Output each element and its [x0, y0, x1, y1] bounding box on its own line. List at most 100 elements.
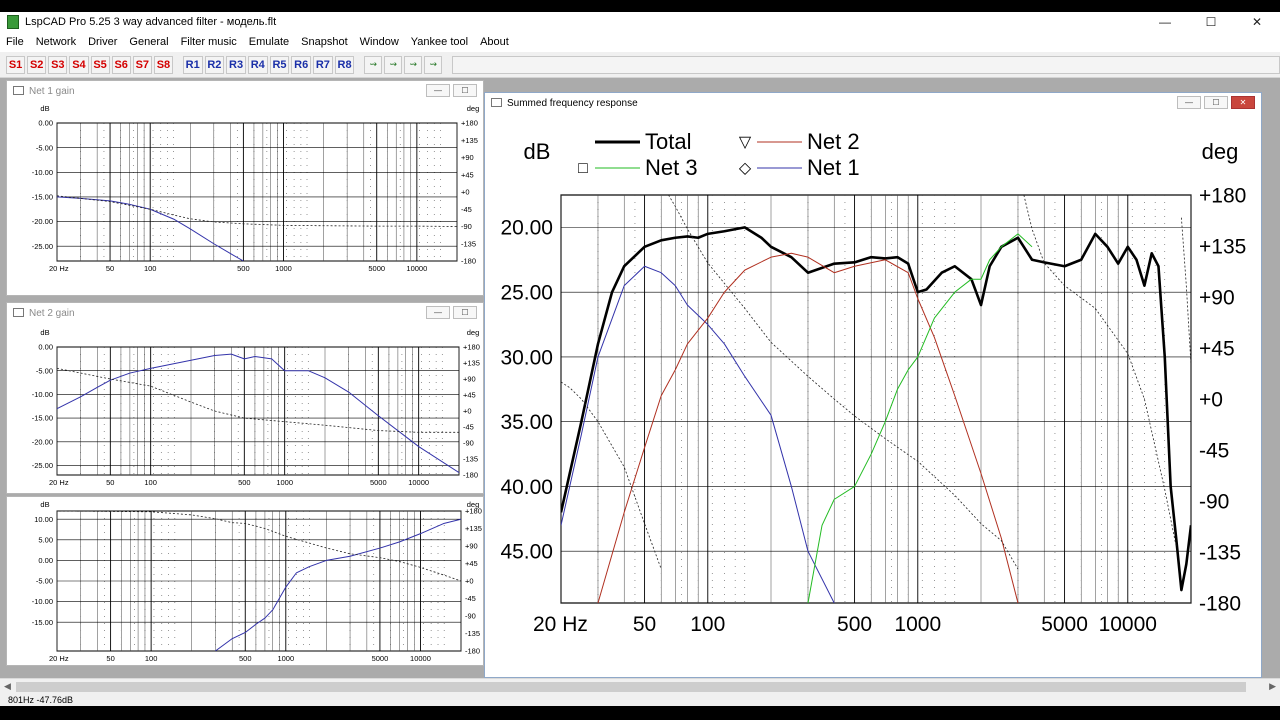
menu-file[interactable]: File [6, 36, 24, 48]
y2-tick-label: -135 [465, 629, 480, 638]
chart-window-icon [13, 308, 24, 317]
y2-axis-label: deg [1202, 139, 1239, 164]
phase-series-line [57, 195, 457, 227]
menu-about[interactable]: About [480, 36, 509, 48]
net-3-series-line [807, 233, 1033, 603]
y2-tick-label: +90 [463, 375, 476, 384]
menu-network[interactable]: Network [35, 36, 77, 48]
menu-driver[interactable]: Driver [88, 36, 118, 48]
y2-tick-label: +90 [1199, 286, 1235, 309]
toolbar: S1 S2 S3 S4 S5 S6 S7 S8 R1 R2 R3 R4 R5 R… [0, 52, 1280, 78]
maximize-button[interactable]: ☐ [1205, 15, 1217, 29]
y2-tick-label: +180 [465, 507, 482, 516]
y-tick-label: 30.00 [500, 346, 553, 369]
taskbar [0, 706, 1280, 720]
y2-tick-label: -90 [463, 439, 474, 448]
x-tick-label: 500 [237, 264, 250, 273]
y-tick-label: 25.00 [500, 281, 553, 304]
recall-r7-button[interactable]: R7 [313, 55, 333, 74]
recall-r2-button[interactable]: R2 [204, 55, 225, 74]
legend-label: Net 1 [807, 155, 860, 180]
recall-r8-button[interactable]: R8 [334, 55, 355, 74]
summed-minimize-button[interactable]: — [1177, 96, 1201, 109]
y-tick-label: 0.00 [38, 556, 53, 565]
y-axis-label: dB [40, 328, 49, 337]
snapshot-s2-button[interactable]: S2 [27, 55, 47, 74]
net1-minimize-button[interactable]: — [426, 84, 450, 97]
x-tick-label: 10000 [406, 264, 427, 273]
app-titlebar: LspCAD Pro 5.25 3 way advanced filter - … [0, 12, 1280, 32]
close-button[interactable]: ✕ [1251, 15, 1263, 29]
x-tick-label: 500 [238, 478, 251, 487]
y2-tick-label: +0 [461, 188, 470, 197]
x-tick-label: 10000 [410, 654, 431, 663]
scroll-thumb[interactable] [16, 682, 1246, 692]
y2-tick-label: -90 [1199, 490, 1229, 513]
y-tick-label: 0.00 [38, 119, 53, 128]
y2-tick-label: +90 [461, 153, 474, 162]
y2-tick-label: -45 [465, 594, 476, 603]
net2-gain-titlebar: Net 2 gain — ☐ [7, 303, 483, 323]
y-tick-label: -20.00 [32, 437, 53, 446]
snapshot-s7-button[interactable]: S7 [132, 55, 152, 74]
y2-tick-label: -45 [463, 423, 474, 432]
menu-yankee-tool[interactable]: Yankee tool [410, 36, 469, 48]
total-series-line [561, 226, 1191, 592]
net1-gain-titlebar: Net 1 gain — ☐ [7, 81, 483, 101]
y-tick-label: 40.00 [500, 476, 553, 499]
y2-tick-label: -45 [461, 205, 472, 214]
horizontal-scrollbar[interactable]: ◀ ▶ [0, 678, 1280, 694]
net3-gain-chart: 10.00 5.00 0.00 -5.00 -10.00 -15.00 +180 +135 +9… [32, 500, 482, 663]
legend-marker: □ [578, 160, 588, 177]
status-bar: 801Hz -47.76dB [0, 694, 1280, 706]
y-tick-label: 0.00 [38, 343, 53, 352]
menu-emulate[interactable]: Emulate [248, 36, 290, 48]
snapshot-s8-button[interactable]: S8 [153, 55, 173, 74]
y2-tick-label: +90 [465, 542, 478, 551]
menu-window[interactable]: Window [359, 36, 399, 48]
snapshot-s6-button[interactable]: S6 [111, 55, 131, 74]
net1-maximize-button[interactable]: ☐ [453, 84, 477, 97]
net2-maximize-button[interactable]: ☐ [453, 306, 477, 319]
recall-r3-button[interactable]: R3 [226, 55, 246, 74]
menu-filter-music[interactable]: Filter music [180, 36, 237, 48]
scroll-left-icon[interactable]: ◀ [4, 681, 11, 691]
minimize-button[interactable]: — [1159, 15, 1171, 29]
menu-snapshot[interactable]: Snapshot [301, 36, 348, 48]
y-tick-label: -15.00 [32, 414, 53, 423]
recall-r1-button[interactable]: R1 [182, 55, 203, 74]
x-tick-label: 20 Hz [49, 478, 69, 487]
legend-label: Total [645, 129, 691, 154]
snapshot-s1-button[interactable]: S1 [6, 55, 26, 74]
toolbar-field[interactable] [452, 55, 1280, 74]
menu-general[interactable]: General [129, 36, 169, 48]
x-tick-label: 500 [837, 613, 872, 636]
curve-tool-1-icon[interactable]: ⇝ [364, 55, 383, 74]
recall-r6-button[interactable]: R6 [291, 55, 312, 74]
y2-tick-label: +180 [461, 119, 478, 128]
net-1-series-line [561, 265, 835, 603]
snapshot-s5-button[interactable]: S5 [90, 55, 110, 74]
curve-tool-3-icon[interactable]: ⇝ [404, 55, 423, 74]
y-tick-label: 20.00 [500, 217, 553, 240]
recall-r5-button[interactable]: R5 [269, 55, 290, 74]
gain-series-line [57, 353, 459, 474]
y2-tick-label: +45 [465, 559, 478, 568]
summed-close-button[interactable]: ✕ [1231, 96, 1255, 109]
summed-maximize-button[interactable]: ☐ [1204, 96, 1228, 109]
curve-tool-2-icon[interactable]: ⇝ [384, 55, 403, 74]
curve-tool-4-icon[interactable]: ⇝ [424, 55, 443, 74]
summed-response-chart: 20.00 25.00 30.00 35.00 40.00 45.00 +180 +135 +9… [500, 129, 1246, 636]
y-tick-label: -15.00 [32, 193, 53, 202]
x-tick-label: 10000 [408, 478, 429, 487]
scroll-right-icon[interactable]: ▶ [1269, 681, 1276, 691]
snapshot-s4-button[interactable]: S4 [69, 55, 89, 74]
net-2-series-line [597, 252, 1019, 603]
y-axis-label: dB [40, 104, 49, 113]
snapshot-s3-button[interactable]: S3 [48, 55, 68, 74]
y2-tick-label: +45 [461, 170, 474, 179]
phase-series-line [57, 367, 459, 433]
recall-r4-button[interactable]: R4 [247, 55, 268, 74]
y2-tick-label: -135 [461, 239, 476, 248]
net2-minimize-button[interactable]: — [426, 306, 450, 319]
